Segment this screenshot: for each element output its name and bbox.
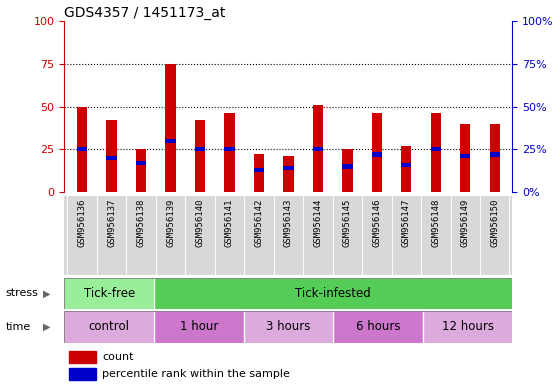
Bar [423, 311, 512, 343]
Text: GSM956150: GSM956150 [490, 198, 499, 247]
Bar [225, 147, 235, 151]
Text: Tick-free: Tick-free [83, 287, 135, 300]
Bar [489, 152, 500, 157]
Bar [489, 124, 500, 192]
Text: 6 hours: 6 hours [356, 320, 400, 333]
Bar [136, 149, 146, 192]
Text: count: count [102, 352, 134, 362]
Bar [431, 147, 441, 151]
Text: GSM956139: GSM956139 [166, 198, 175, 247]
Bar [312, 105, 323, 192]
Bar [225, 113, 235, 192]
Bar [154, 311, 244, 343]
Bar [195, 120, 205, 192]
Text: GSM956140: GSM956140 [195, 198, 204, 247]
Bar [165, 64, 176, 192]
Bar [69, 351, 96, 363]
Bar [195, 147, 205, 151]
Bar [283, 166, 293, 170]
Text: time: time [6, 322, 31, 332]
Bar [342, 164, 352, 169]
Text: Tick-infested: Tick-infested [295, 287, 371, 300]
Bar [342, 149, 352, 192]
Text: GSM956145: GSM956145 [343, 198, 352, 247]
Bar [77, 147, 87, 151]
Bar [165, 139, 176, 143]
Bar [254, 168, 264, 172]
Bar [106, 156, 116, 160]
Bar [431, 113, 441, 192]
Bar [254, 154, 264, 192]
Text: percentile rank within the sample: percentile rank within the sample [102, 369, 290, 379]
Bar [244, 311, 333, 343]
Text: ▶: ▶ [43, 322, 50, 332]
Text: GSM956146: GSM956146 [372, 198, 381, 247]
Text: 1 hour: 1 hour [180, 320, 218, 333]
Bar [77, 107, 87, 192]
Bar [460, 124, 470, 192]
Text: 3 hours: 3 hours [266, 320, 311, 333]
Bar [69, 368, 96, 380]
Text: 12 hours: 12 hours [442, 320, 493, 333]
Text: control: control [88, 320, 130, 333]
Bar [154, 278, 512, 309]
Bar [372, 113, 382, 192]
Text: GSM956138: GSM956138 [137, 198, 146, 247]
Text: GSM956149: GSM956149 [461, 198, 470, 247]
Bar [333, 311, 423, 343]
Bar [401, 146, 412, 192]
Text: GDS4357 / 1451173_at: GDS4357 / 1451173_at [64, 6, 226, 20]
Text: ▶: ▶ [43, 288, 50, 298]
Bar [136, 161, 146, 165]
Bar [283, 156, 293, 192]
Bar [64, 311, 154, 343]
Bar [460, 154, 470, 158]
Text: GSM956144: GSM956144 [314, 198, 323, 247]
Text: GSM956148: GSM956148 [431, 198, 440, 247]
Text: GSM956143: GSM956143 [284, 198, 293, 247]
Bar [372, 152, 382, 157]
Text: stress: stress [6, 288, 39, 298]
Text: GSM956142: GSM956142 [254, 198, 263, 247]
Text: GSM956137: GSM956137 [107, 198, 116, 247]
Text: GSM956136: GSM956136 [78, 198, 87, 247]
Text: GSM956141: GSM956141 [225, 198, 234, 247]
Text: GSM956147: GSM956147 [402, 198, 411, 247]
Bar [312, 147, 323, 151]
Bar [401, 162, 412, 167]
Bar [64, 278, 154, 309]
Bar [106, 120, 116, 192]
